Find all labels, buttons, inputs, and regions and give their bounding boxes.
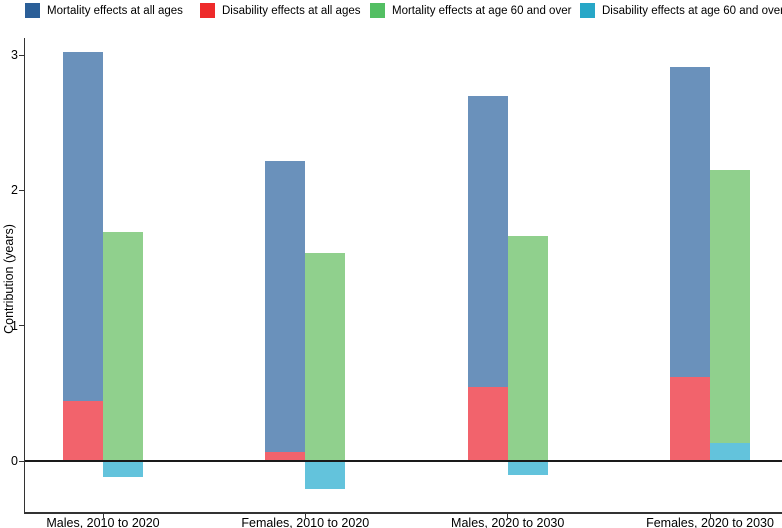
bar xyxy=(265,160,306,461)
legend-label: Disability effects at age 60 and over xyxy=(602,4,782,17)
y-tick-mark xyxy=(19,325,24,327)
x-category-label: Males, 2020 to 2030 xyxy=(451,516,565,528)
y-tick-mark xyxy=(19,54,24,56)
legend-item-disability-60-over: Disability effects at age 60 and over xyxy=(580,2,782,19)
bar xyxy=(710,170,750,461)
bar xyxy=(670,377,710,461)
x-tick-mark xyxy=(709,513,711,518)
x-axis-line xyxy=(24,512,782,514)
x-category-label: Females, 2010 to 2020 xyxy=(241,516,370,528)
bar xyxy=(103,232,143,461)
legend-item-mortality-all-ages: Mortality effects at all ages xyxy=(25,2,183,19)
y-tick-label: 0 xyxy=(11,454,18,468)
y-axis-title: Contribution (years) xyxy=(2,224,16,334)
x-category-label: Females, 2020 to 2030 xyxy=(646,516,774,528)
bar xyxy=(305,461,346,490)
legend-label: Mortality effects at all ages xyxy=(47,4,183,17)
bar xyxy=(507,461,548,475)
zero-baseline xyxy=(25,460,782,462)
legend-swatch-mortality-all-ages xyxy=(25,3,40,18)
bar xyxy=(63,401,103,461)
legend-swatch-disability-60-over xyxy=(580,3,595,18)
legend-swatch-mortality-60-over xyxy=(370,3,385,18)
x-tick-mark xyxy=(102,513,104,518)
y-tick-mark xyxy=(19,189,24,192)
legend-label: Mortality effects at age 60 and over xyxy=(392,4,572,17)
y-axis-line xyxy=(24,38,26,513)
bar xyxy=(467,386,508,461)
y-tick-label: 2 xyxy=(11,183,18,198)
bar xyxy=(710,443,750,461)
legend-item-disability-all-ages: Disability effects at all ages xyxy=(200,2,361,19)
x-tick-mark xyxy=(304,513,307,518)
legend-item-mortality-60-over: Mortality effects at age 60 and over xyxy=(370,2,571,19)
y-tick-label: 1 xyxy=(11,318,18,333)
bar xyxy=(265,451,306,461)
x-tick-mark xyxy=(507,513,509,518)
legend-label: Disability effects at all ages xyxy=(222,4,361,17)
x-category-label: Males, 2010 to 2020 xyxy=(46,516,160,528)
y-tick-label: 3 xyxy=(11,48,18,63)
legend-swatch-disability-all-ages xyxy=(200,3,215,18)
bar xyxy=(507,236,548,461)
bar xyxy=(63,52,103,461)
bar xyxy=(103,461,143,478)
bar xyxy=(305,252,346,461)
y-tick-mark xyxy=(19,460,24,462)
